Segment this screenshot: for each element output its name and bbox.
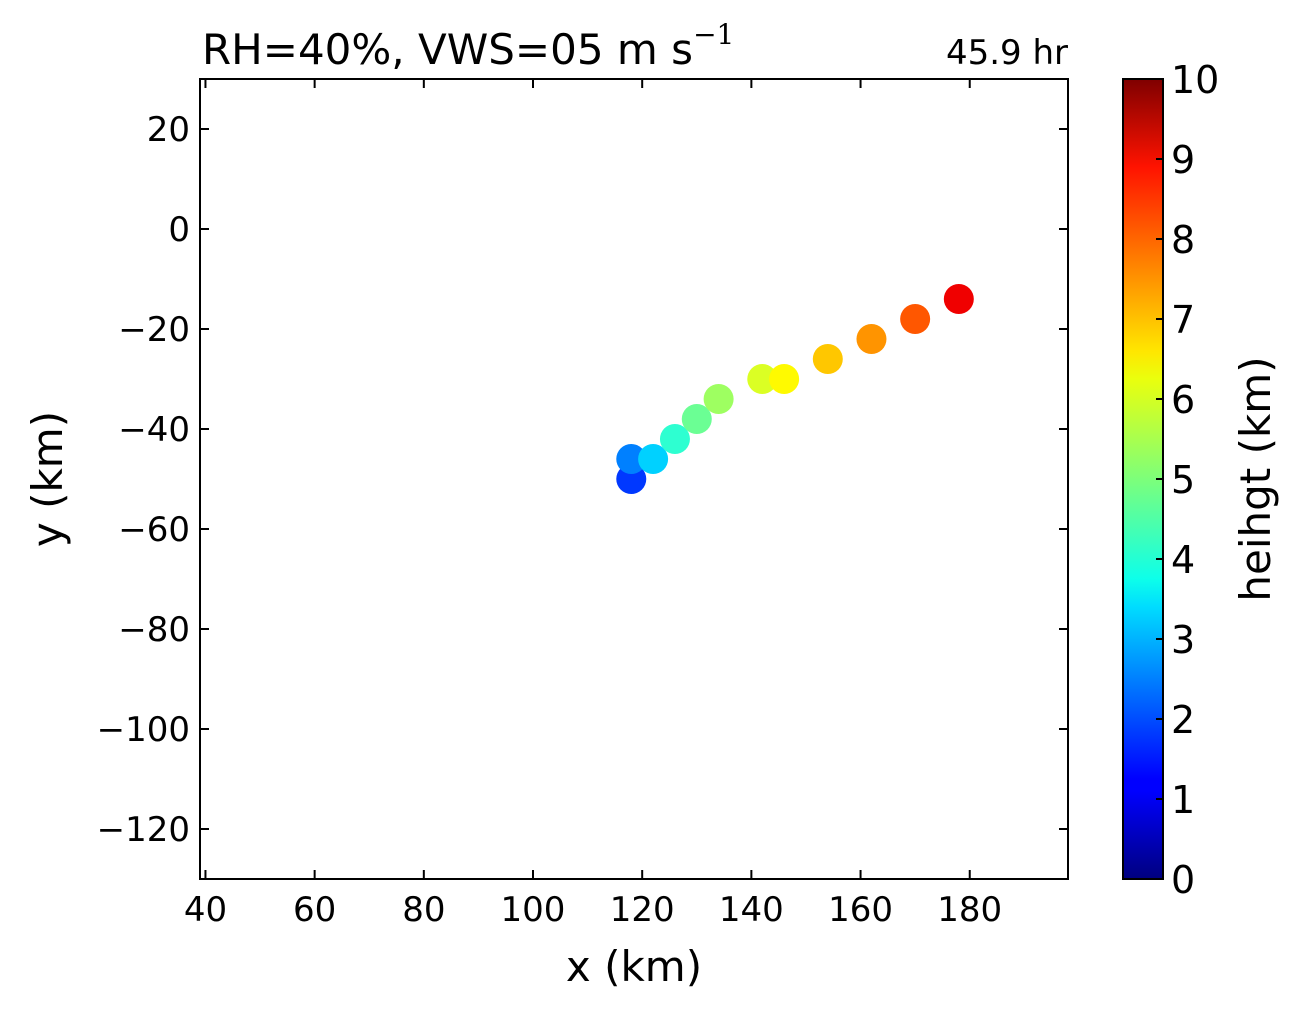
y-tick-label: 0 — [168, 210, 190, 250]
data-point — [900, 304, 931, 334]
data-point — [812, 344, 843, 374]
data-point — [769, 364, 800, 394]
x-tick-label: 120 — [610, 890, 675, 930]
y-tick-label: −100 — [97, 710, 190, 750]
x-tick-label: 40 — [184, 890, 227, 930]
data-points — [616, 284, 974, 494]
colorbar-tick-label: 10 — [1171, 58, 1219, 102]
axis-ticks: 40 60 80 100 120 140 160 180200−20−40−60−80−100… — [97, 79, 1068, 930]
data-point — [616, 444, 647, 474]
x-tick-label: 140 — [719, 890, 784, 930]
y-tick-label: −20 — [118, 310, 190, 350]
data-point — [659, 424, 690, 454]
colorbar-tick-label: 7 — [1171, 298, 1195, 342]
colorbar-tick-label: 8 — [1171, 218, 1195, 262]
colorbar-ticks: 0 1 2 3 4 5 6 7 8 9 10 — [1156, 58, 1219, 902]
x-tick-label: 100 — [501, 890, 566, 930]
colorbar-tick-label: 9 — [1171, 138, 1195, 182]
y-tick-label: −40 — [118, 410, 190, 450]
colorbar-tick-label: 1 — [1171, 778, 1195, 822]
colorbar-tick-label: 0 — [1171, 858, 1195, 902]
y-tick-label: 20 — [147, 110, 190, 150]
colorbar-tick-label: 5 — [1171, 458, 1195, 502]
y-axis-label: y (km) — [23, 411, 72, 547]
chart-title-main: RH=40%, VWS=05 m s — [202, 25, 693, 74]
data-point — [856, 324, 887, 354]
data-point — [703, 384, 734, 414]
x-tick-label: 160 — [828, 890, 893, 930]
colorbar-label: heihgt (km) — [1231, 356, 1280, 601]
y-tick-label: −120 — [97, 810, 190, 850]
x-tick-label: 60 — [293, 890, 336, 930]
x-axis-label: x (km) — [566, 942, 702, 991]
data-point — [638, 444, 669, 474]
colorbar-tick-label: 3 — [1171, 618, 1195, 662]
y-tick-label: −60 — [118, 510, 190, 550]
chart-title: RH=40%, VWS=05 m s−1 — [202, 18, 734, 74]
data-point — [681, 404, 712, 434]
y-tick-label: −80 — [118, 610, 190, 650]
time-label: 45.9 hr — [946, 33, 1068, 73]
chart-title-superscript: −1 — [693, 18, 734, 51]
x-tick-label: 180 — [937, 890, 1002, 930]
data-point — [943, 284, 974, 314]
x-tick-label: 80 — [402, 890, 445, 930]
colorbar-tick-label: 2 — [1171, 698, 1195, 742]
colorbar-tick-label: 4 — [1171, 538, 1195, 582]
colorbar-tick-label: 6 — [1171, 378, 1195, 422]
data-point — [747, 364, 778, 394]
